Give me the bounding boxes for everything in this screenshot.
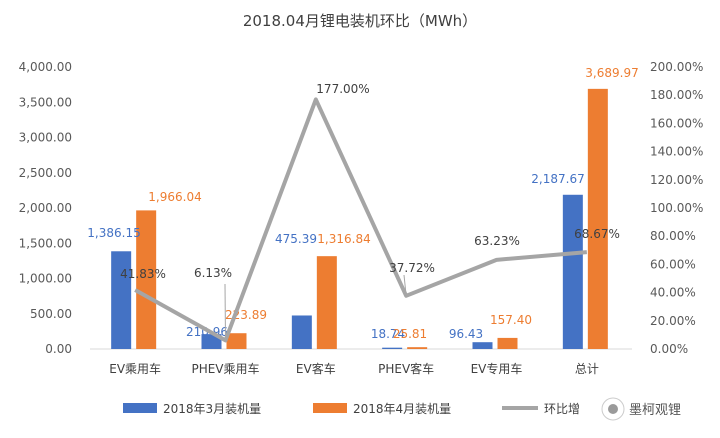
data-label-april: 157.40 [490,313,532,327]
y-left-tick-label: 3,000.00 [19,131,72,145]
bar-march [291,315,312,349]
watermark-text: 墨柯观锂 [629,403,681,418]
chart-title: 2018.04月锂电装机环比（MWh） [243,12,477,30]
y-left-tick-label: 0.00 [45,342,72,356]
bar-april [136,210,157,349]
y-right-tick-label: 60.00% [650,257,696,271]
data-label-march: 18.74 [371,327,405,341]
data-label-growth: 68.67% [574,227,620,241]
x-tick-label: EV专用车 [471,361,523,376]
data-label-growth: 6.13% [194,266,232,280]
y-left-tick-label: 2,500.00 [19,166,72,180]
bar-april [407,347,428,349]
bar-march [382,347,403,349]
data-label-april: 1,966.04 [148,190,201,204]
y-left-tick-label: 1,000.00 [19,272,72,286]
data-label-growth: 63.23% [474,234,520,248]
y-left-tick-label: 1,500.00 [19,236,72,250]
bar-march [111,251,132,349]
x-tick-label: EV乘用车 [109,361,161,376]
data-label-april: 1,316.84 [317,232,370,246]
data-label-april: 25.81 [393,327,427,341]
data-label-march: 475.39 [275,232,317,246]
y-right-tick-label: 20.00% [650,314,696,328]
y-right-tick-label: 100.00% [650,201,703,215]
y-right-tick-label: 80.00% [650,229,696,243]
bar-april [316,256,337,349]
label-leader-line [224,283,226,341]
legend-label-march: 2018年3月装机量 [163,402,261,416]
x-tick-label: PHEV客车 [378,361,434,376]
y-right-tick-label: 120.00% [650,173,703,187]
data-label-growth: 41.83% [120,267,166,281]
y-left-tick-label: 500.00 [30,307,72,321]
y-left-tick-label: 3,500.00 [19,95,72,109]
legend-swatch-march [123,403,157,413]
data-label-march: 2,187.67 [531,172,584,186]
y-right-tick-label: 0.00% [650,342,688,356]
legend-swatch-april [313,403,347,413]
legend-label-april: 2018年4月装机量 [353,402,451,416]
watermark-logo-dot [608,404,618,414]
y-left-tick-label: 2,000.00 [19,201,72,215]
data-label-growth: 177.00% [316,82,369,96]
bar-april [226,333,247,349]
x-tick-label: PHEV乘用车 [191,361,259,376]
x-tick-label: EV客车 [296,361,336,376]
y-right-tick-label: 180.00% [650,88,703,102]
y-left-tick-label: 4,000.00 [19,60,72,74]
data-label-march: 1,386.15 [87,226,140,240]
x-tick-label: 总计 [575,362,599,376]
data-label-growth: 37.72% [389,261,435,275]
label-leader-line [403,274,407,296]
y-right-tick-label: 160.00% [650,116,703,130]
growth-line [134,97,588,343]
data-label-april: 3,689.97 [585,66,638,80]
data-label-march: 96.43 [449,327,483,341]
legend-label-growth: 环比增 [544,402,580,416]
bar-april [497,337,518,349]
y-right-tick-label: 40.00% [650,286,696,300]
y-right-tick-label: 200.00% [650,60,703,74]
bar-april [587,88,608,349]
y-right-tick-label: 140.00% [650,145,703,159]
bar-march [201,334,222,349]
bar-march [562,194,583,349]
bar-march [472,342,493,349]
